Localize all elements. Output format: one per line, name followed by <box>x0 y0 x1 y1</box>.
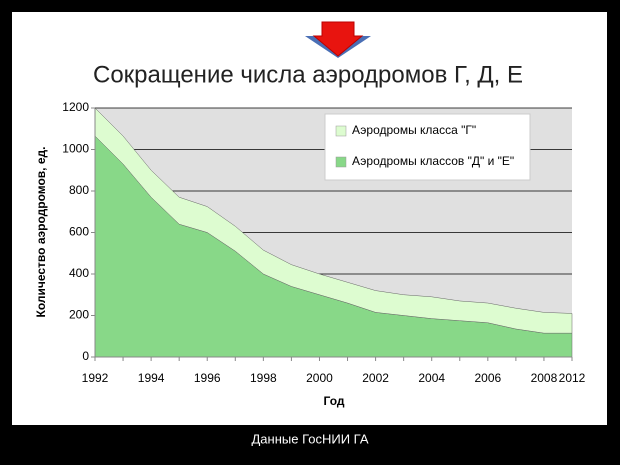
legend-label: Аэродромы классов "Д" и "Е" <box>352 154 514 168</box>
y-tick-label: 600 <box>69 225 89 239</box>
x-tick-label: 1996 <box>194 371 221 385</box>
x-tick-label: 2002 <box>362 371 389 385</box>
legend-swatch <box>335 125 347 137</box>
legend-label: Аэродромы класса "Г" <box>352 123 476 137</box>
x-tick-label: 2000 <box>306 371 333 385</box>
arrow <box>312 21 364 57</box>
x-tick-label: 2004 <box>418 371 445 385</box>
x-tick-label: 1994 <box>138 371 165 385</box>
slide-title: Сокращение числа аэродромов Г, Д, Е <box>93 61 523 88</box>
x-tick-label: 2008 <box>531 371 558 385</box>
y-tick-label: 400 <box>69 266 89 280</box>
y-tick-label: 0 <box>82 349 89 363</box>
area <box>94 107 573 334</box>
x-tick-label: 1998 <box>250 371 277 385</box>
y-axis-label: Количество аэродромов, ед. <box>34 147 48 318</box>
source: Данные ГосНИИ ГА <box>251 431 368 446</box>
x-axis-label: Год <box>324 394 345 408</box>
x-tick-label: 1992 <box>82 371 109 385</box>
y-tick-label: 1200 <box>62 100 89 114</box>
y-tick-label: 800 <box>69 183 89 197</box>
legend <box>324 113 531 181</box>
y-tick-label: 1000 <box>62 142 89 156</box>
legend-swatch <box>335 156 347 168</box>
x-tick-label: 2012 <box>559 371 586 385</box>
y-tick-label: 200 <box>69 308 89 322</box>
x-tick-label: 2006 <box>474 371 501 385</box>
